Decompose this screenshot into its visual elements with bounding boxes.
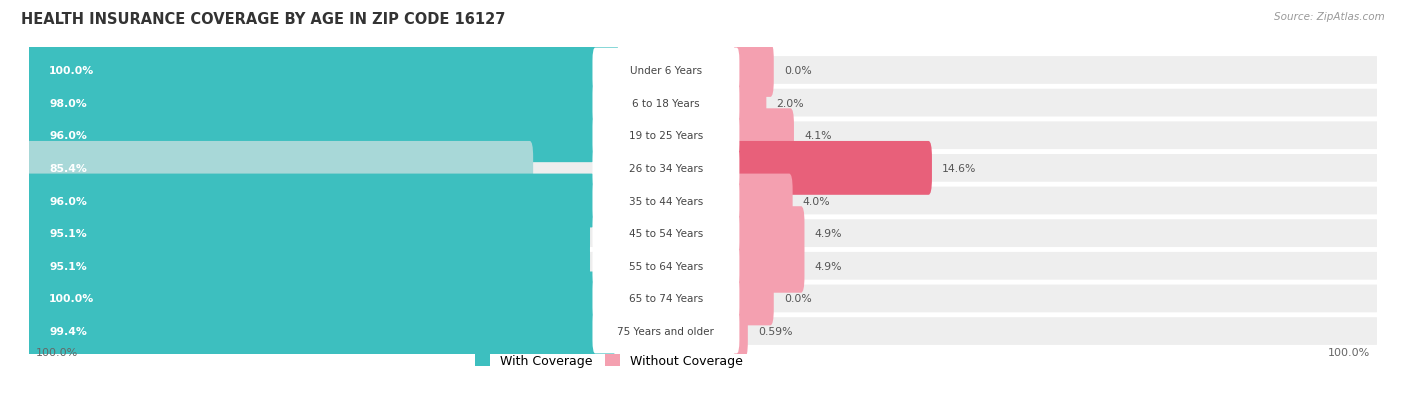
Text: 55 to 64 Years: 55 to 64 Years [628, 261, 703, 271]
Text: 100.0%: 100.0% [35, 347, 79, 357]
Text: 6 to 18 Years: 6 to 18 Years [633, 98, 700, 108]
FancyBboxPatch shape [30, 154, 1376, 182]
Text: 96.0%: 96.0% [49, 131, 87, 141]
Text: Source: ZipAtlas.com: Source: ZipAtlas.com [1274, 12, 1385, 22]
FancyBboxPatch shape [592, 114, 740, 158]
FancyBboxPatch shape [734, 239, 804, 293]
FancyBboxPatch shape [25, 76, 607, 130]
Text: 100.0%: 100.0% [1327, 347, 1371, 357]
Text: 0.59%: 0.59% [758, 326, 793, 336]
Text: 96.0%: 96.0% [49, 196, 87, 206]
FancyBboxPatch shape [734, 109, 794, 163]
FancyBboxPatch shape [25, 44, 619, 97]
FancyBboxPatch shape [30, 318, 1376, 345]
Text: 45 to 54 Years: 45 to 54 Years [628, 229, 703, 239]
FancyBboxPatch shape [30, 220, 1376, 247]
FancyBboxPatch shape [25, 272, 619, 325]
FancyBboxPatch shape [592, 48, 740, 93]
FancyBboxPatch shape [25, 207, 591, 261]
FancyBboxPatch shape [30, 122, 1376, 150]
Text: 95.1%: 95.1% [49, 229, 87, 239]
FancyBboxPatch shape [25, 109, 595, 163]
Text: 4.9%: 4.9% [814, 229, 842, 239]
Text: 2.0%: 2.0% [776, 98, 804, 108]
FancyBboxPatch shape [734, 174, 793, 228]
Text: 99.4%: 99.4% [49, 326, 87, 336]
FancyBboxPatch shape [592, 179, 740, 223]
FancyBboxPatch shape [25, 239, 591, 293]
FancyBboxPatch shape [30, 187, 1376, 215]
Text: 0.0%: 0.0% [785, 294, 811, 304]
FancyBboxPatch shape [734, 304, 748, 358]
Text: 4.1%: 4.1% [804, 131, 831, 141]
Text: 100.0%: 100.0% [49, 66, 94, 76]
FancyBboxPatch shape [25, 304, 616, 358]
FancyBboxPatch shape [25, 142, 533, 195]
Text: 65 to 74 Years: 65 to 74 Years [628, 294, 703, 304]
FancyBboxPatch shape [592, 244, 740, 288]
Text: Under 6 Years: Under 6 Years [630, 66, 702, 76]
FancyBboxPatch shape [30, 252, 1376, 280]
Text: 4.9%: 4.9% [814, 261, 842, 271]
Text: 95.1%: 95.1% [49, 261, 87, 271]
FancyBboxPatch shape [30, 90, 1376, 117]
Text: 14.6%: 14.6% [942, 164, 976, 173]
FancyBboxPatch shape [592, 276, 740, 321]
Text: 100.0%: 100.0% [49, 294, 94, 304]
Text: 0.0%: 0.0% [785, 66, 811, 76]
FancyBboxPatch shape [734, 76, 766, 130]
Text: 35 to 44 Years: 35 to 44 Years [628, 196, 703, 206]
FancyBboxPatch shape [734, 142, 932, 195]
FancyBboxPatch shape [592, 146, 740, 191]
FancyBboxPatch shape [592, 211, 740, 256]
Text: 26 to 34 Years: 26 to 34 Years [628, 164, 703, 173]
Text: HEALTH INSURANCE COVERAGE BY AGE IN ZIP CODE 16127: HEALTH INSURANCE COVERAGE BY AGE IN ZIP … [21, 12, 506, 27]
Text: 85.4%: 85.4% [49, 164, 87, 173]
FancyBboxPatch shape [592, 81, 740, 126]
FancyBboxPatch shape [734, 44, 773, 97]
FancyBboxPatch shape [30, 57, 1376, 85]
FancyBboxPatch shape [25, 174, 595, 228]
Text: 4.0%: 4.0% [803, 196, 831, 206]
Text: 19 to 25 Years: 19 to 25 Years [628, 131, 703, 141]
FancyBboxPatch shape [734, 272, 773, 325]
FancyBboxPatch shape [30, 285, 1376, 313]
Legend: With Coverage, Without Coverage: With Coverage, Without Coverage [470, 349, 748, 372]
FancyBboxPatch shape [734, 207, 804, 261]
Text: 75 Years and older: 75 Years and older [617, 326, 714, 336]
FancyBboxPatch shape [592, 309, 740, 354]
Text: 98.0%: 98.0% [49, 98, 87, 108]
